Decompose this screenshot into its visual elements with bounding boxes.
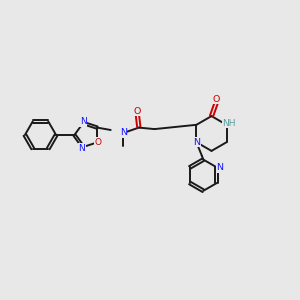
Text: N: N bbox=[193, 138, 200, 147]
Text: N: N bbox=[216, 163, 223, 172]
Text: O: O bbox=[213, 95, 220, 104]
Text: NH: NH bbox=[222, 119, 236, 128]
Text: N: N bbox=[120, 128, 127, 137]
Text: O: O bbox=[134, 106, 141, 116]
Text: N: N bbox=[78, 144, 85, 153]
Text: N: N bbox=[80, 117, 86, 126]
Text: O: O bbox=[95, 138, 102, 147]
